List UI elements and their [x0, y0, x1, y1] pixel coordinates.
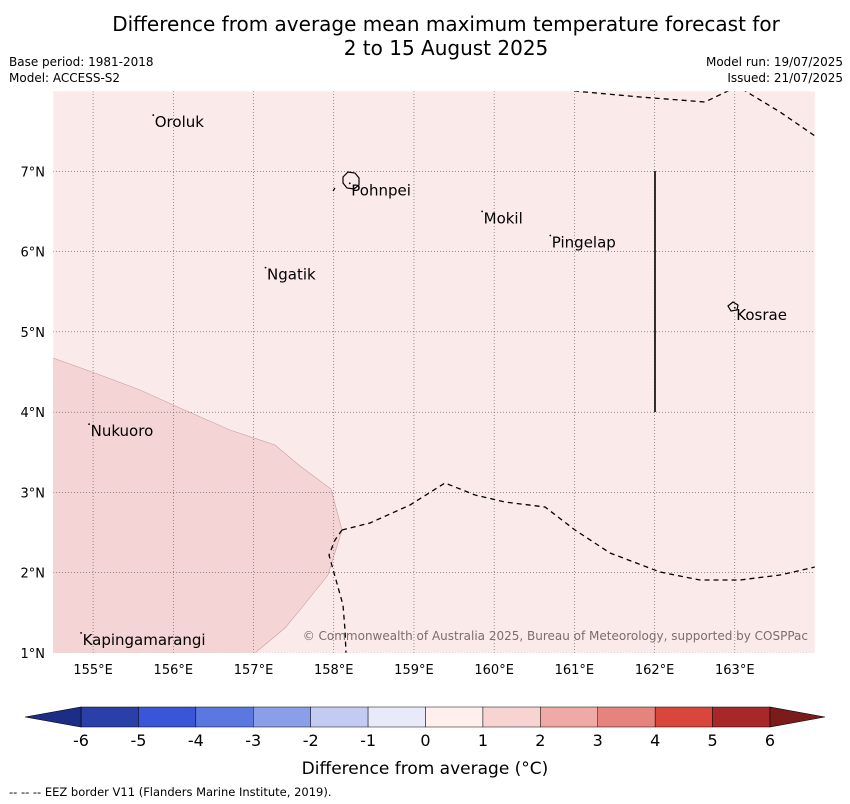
lon-tick-label: 160°E [474, 663, 514, 678]
colorbar-tick-label: 1 [478, 731, 488, 750]
colorbar-cell [138, 706, 197, 728]
title-line-2: 2 to 15 August 2025 [343, 36, 549, 60]
colorbar-tick-label: 5 [707, 731, 717, 750]
place-labels: Oroluk Pohnpei Mokil Pingelap Ngatik Kosrae Nu… [80, 113, 787, 649]
title-line-1: Difference from average mean maximum tem… [112, 12, 780, 36]
lat-tick-label: 2°N [21, 567, 46, 582]
issued-date: Issued: 21/07/2025 [727, 71, 843, 85]
place-marker [152, 114, 155, 116]
chart-title: Difference from average mean maximum tem… [0, 12, 850, 60]
colorbar-cell [367, 706, 426, 728]
copyright-notice: © Commonwealth of Australia 2025, Bureau… [303, 629, 808, 643]
lon-tick-label: 163°E [715, 663, 755, 678]
colorbar-tick-label: -4 [188, 731, 204, 750]
eez-borders [328, 91, 815, 653]
lon-tick-label: 162°E [635, 663, 675, 678]
lat-tick-label: 4°N [21, 406, 46, 421]
colorbar-tick-label: 6 [765, 731, 775, 750]
eez-border-south [341, 482, 815, 581]
place-marker [549, 234, 552, 237]
colorbar-label: Difference from average (°C) [302, 759, 549, 779]
model-name: Model: ACCESS-S2 [9, 71, 121, 85]
place-label: Pingelap [552, 234, 616, 252]
lon-tick-label: 155°E [73, 663, 113, 678]
place-label: Pohnpei [351, 181, 411, 199]
place-label: Oroluk [155, 113, 204, 131]
eez-border-north [573, 91, 730, 103]
place-label: Kapingamarangi [83, 631, 206, 649]
longitude-tick-labels: 155°E 156°E 157°E 158°E 159°E 160°E 161°E 162°E… [73, 663, 754, 678]
pohnpei-island-shape [342, 171, 360, 190]
colorbar-tick-label: -5 [130, 731, 146, 750]
lon-tick-label: 158°E [314, 663, 354, 678]
colorbar-cell [425, 706, 484, 728]
eez-border-southwest [328, 529, 347, 653]
colorbar-cell [654, 706, 713, 728]
colorbar-tick-label: 4 [650, 731, 660, 750]
model-run: Model run: 19/07/2025 [705, 55, 843, 69]
lat-tick-label: 7°N [21, 165, 46, 180]
lat-tick-label: 5°N [21, 326, 46, 341]
colorbar: -6 -5 -4 -3 -2 -1 0 1 2 3 4 5 6 Difference from aver… [24, 706, 826, 779]
place-marker [733, 306, 736, 309]
place-marker [264, 266, 267, 269]
eez-border-northeast [744, 91, 815, 137]
place-label: Kosrae [736, 306, 787, 324]
colorbar-cell [253, 706, 311, 728]
place-label: Nukuoro [91, 422, 154, 440]
colorbar-cell [597, 706, 656, 728]
lon-tick-label: 159°E [394, 663, 434, 678]
colorbar-low-extend [24, 706, 82, 728]
lon-tick-label: 157°E [234, 663, 274, 678]
colorbar-cell [195, 706, 254, 728]
eez-footnote: -- -- -- EEZ border V11 (Flanders Marine… [9, 785, 332, 799]
place-label: Mokil [484, 209, 523, 227]
colorbar-high-extend [769, 706, 826, 728]
place-marker [348, 182, 351, 185]
colorbar-cell [80, 706, 139, 728]
meta-left: Base period: 1981-2018 Model: ACCESS-S2 [9, 54, 154, 86]
latitude-tick-labels: 7°N 6°N 5°N 4°N 3°N 2°N 1°N [21, 165, 46, 662]
colorbar-tick-labels: -6 -5 -4 -3 -2 -1 0 1 2 3 4 5 6 [73, 731, 775, 750]
lon-tick-label: 161°E [555, 663, 595, 678]
anomaly-region-1-to-2 [53, 357, 343, 653]
lat-tick-label: 6°N [21, 246, 46, 261]
colorbar-tick-label: 3 [593, 731, 603, 750]
lon-tick-label: 156°E [154, 663, 194, 678]
colorbar-cell [540, 706, 598, 728]
colorbar-cell [482, 706, 541, 728]
pohnpei-islet [332, 187, 336, 192]
kosrae-island-shape [727, 301, 739, 312]
base-period: Base period: 1981-2018 [9, 55, 154, 69]
colorbar-cells [80, 706, 771, 728]
colorbar-tick-label: -1 [360, 731, 376, 750]
lat-tick-label: 1°N [21, 647, 46, 662]
meta-right: Model run: 19/07/2025 Issued: 21/07/2025 [706, 54, 843, 86]
colorbar-cell [712, 706, 771, 728]
place-marker [80, 632, 82, 634]
lat-tick-label: 3°N [21, 486, 46, 501]
map-area: Oroluk Pohnpei Mokil Pingelap Ngatik Kosrae Nu… [52, 90, 816, 654]
place-marker [88, 423, 90, 426]
colorbar-tick-label: -6 [73, 731, 89, 750]
colorbar-tick-label: 0 [420, 731, 430, 750]
place-marker [481, 210, 484, 213]
colorbar-tick-label: -3 [245, 731, 261, 750]
colorbar-cell [310, 706, 369, 728]
colorbar-tick-label: -2 [303, 731, 319, 750]
colorbar-tick-label: 2 [535, 731, 545, 750]
place-label: Ngatik [267, 266, 316, 284]
